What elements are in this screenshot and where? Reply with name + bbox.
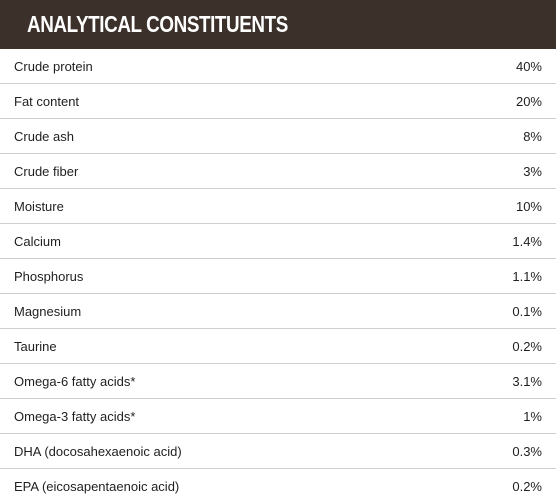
constituent-value: 3.1% <box>512 373 542 389</box>
constituent-value: 0.3% <box>512 443 542 459</box>
constituent-value: 0.2% <box>512 338 542 354</box>
constituent-value: 0.2% <box>512 479 542 494</box>
constituent-value: 3% <box>523 163 542 179</box>
constituent-row: Crude protein 40% <box>0 49 556 84</box>
constituent-label: Crude protein <box>14 58 93 74</box>
panel-header: ANALYTICAL CONSTITUENTS <box>0 0 556 49</box>
constituent-row: Calcium 1.4% <box>0 224 556 259</box>
constituent-label: Crude fiber <box>14 163 79 179</box>
constituent-row: EPA (eicosapentaenoic acid) 0.2% <box>0 469 556 504</box>
constituent-value: 0.1% <box>512 303 542 319</box>
constituents-list: Crude protein 40% Fat content 20% Crude … <box>0 49 556 504</box>
constituent-row: Magnesium 0.1% <box>0 294 556 329</box>
constituent-value: 40% <box>515 58 542 74</box>
constituent-label: EPA (eicosapentaenoic acid) <box>14 479 180 494</box>
constituent-value: 1% <box>523 408 542 424</box>
constituent-value: 10% <box>515 198 542 214</box>
constituent-row: Crude ash 8% <box>0 119 556 154</box>
constituent-row: DHA (docosahexaenoic acid) 0.3% <box>0 434 556 469</box>
constituent-value: 8% <box>523 128 542 144</box>
constituent-label: Omega-6 fatty acids* <box>14 373 136 389</box>
constituent-row: Taurine 0.2% <box>0 329 556 364</box>
constituent-row: Crude fiber 3% <box>0 154 556 189</box>
constituent-label: Calcium <box>14 233 61 249</box>
constituent-row: Fat content 20% <box>0 84 556 119</box>
constituent-label: Phosphorus <box>14 268 84 284</box>
constituent-row: Omega-3 fatty acids* 1% <box>0 399 556 434</box>
constituent-row: Phosphorus 1.1% <box>0 259 556 294</box>
constituent-label: DHA (docosahexaenoic acid) <box>14 443 182 459</box>
constituent-label: Fat content <box>14 93 80 109</box>
constituent-value: 1.1% <box>512 268 542 284</box>
constituent-label: Magnesium <box>14 303 82 319</box>
constituent-label: Moisture <box>14 198 64 214</box>
constituent-label: Crude ash <box>14 128 74 144</box>
constituent-row: Omega-6 fatty acids* 3.1% <box>0 364 556 399</box>
constituent-value: 20% <box>515 93 542 109</box>
constituent-label: Taurine <box>14 338 57 354</box>
constituent-value: 1.4% <box>512 233 542 249</box>
panel-title: ANALYTICAL CONSTITUENTS <box>27 11 288 37</box>
constituent-row: Moisture 10% <box>0 189 556 224</box>
constituent-label: Omega-3 fatty acids* <box>14 408 136 424</box>
